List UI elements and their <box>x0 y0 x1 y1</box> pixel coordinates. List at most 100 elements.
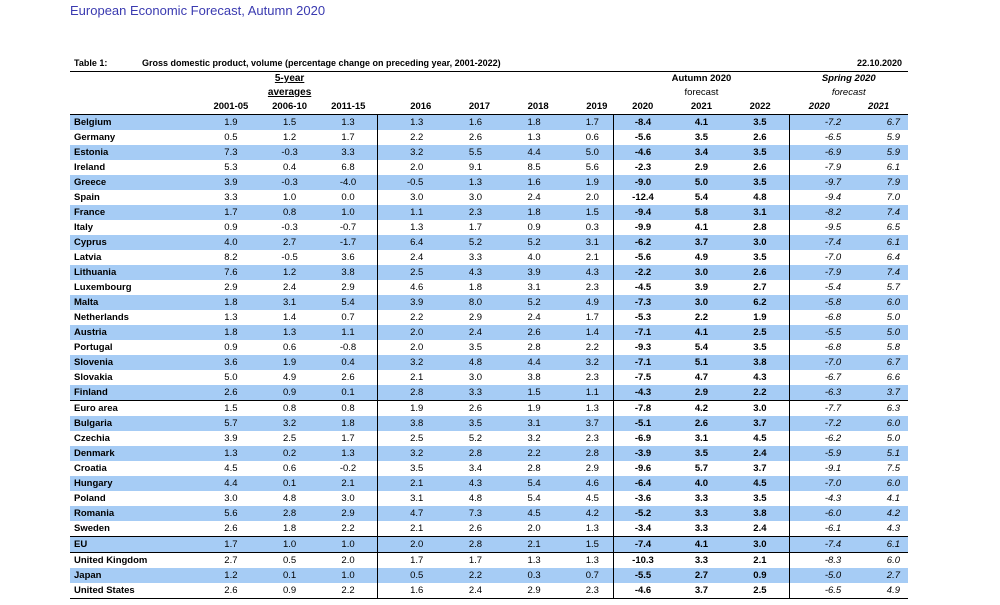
value-cell: 0.6 <box>282 342 297 353</box>
value-cell: 3.3 <box>437 385 497 401</box>
value-cell: 4.8 <box>468 493 483 504</box>
value-cell: 7.5 <box>886 463 900 474</box>
value-cell: 3.3 <box>672 552 731 568</box>
value-cell: 1.8 <box>496 114 555 130</box>
value-cell: -6.1 <box>789 521 850 537</box>
value-cell: 2.2 <box>585 342 599 353</box>
table-date: 22.10.2020 <box>856 58 902 68</box>
value-cell: 2.1 <box>377 521 438 537</box>
country-name: EU <box>70 536 202 553</box>
value-cell: 1.8 <box>201 295 261 310</box>
value-cell: 4.6 <box>377 280 438 295</box>
value-cell: -9.3 <box>612 340 673 355</box>
value-cell: 3.2 <box>377 446 438 461</box>
table-row: Germany 0.5 1.2 1.7 2.2 2.6 1.3 0.6 -5.6 3.5 2.6 -6… <box>70 130 908 145</box>
table-row: Sweden 2.6 1.8 2.2 2.1 2.6 2.0 1.3 -3.4 3.3 2.4 -6.… <box>70 521 908 537</box>
country-name: Belgium <box>70 114 202 130</box>
value-cell: 2.6 <box>753 132 767 143</box>
value-cell: 4.4 <box>496 145 555 160</box>
value-cell: 2.5 <box>730 325 790 340</box>
value-cell: -5.6 <box>612 130 673 145</box>
averages-header-line1: 5-year <box>274 73 305 84</box>
value-cell: 0.4 <box>282 162 297 173</box>
country-name: Latvia <box>74 252 102 263</box>
value-cell: 5.0 <box>224 372 238 383</box>
value-cell: 5.0 <box>849 325 908 340</box>
value-cell: 3.1 <box>377 491 438 506</box>
value-cell: 0.1 <box>260 476 319 491</box>
value-cell: 0.7 <box>341 312 355 323</box>
value-cell: -4.0 <box>318 175 378 190</box>
value-cell: 1.3 <box>260 325 319 340</box>
value-cell: 1.0 <box>318 205 378 220</box>
value-cell: 2.4 <box>377 250 438 265</box>
country-name: Croatia <box>74 463 107 474</box>
value-cell: 0.1 <box>318 385 378 401</box>
value-cell: 8.0 <box>437 295 497 310</box>
value-cell: 3.8 <box>527 372 541 383</box>
value-cell: -0.5 <box>281 252 298 263</box>
value-cell: 1.4 <box>282 312 297 323</box>
value-cell: 1.9 <box>753 312 767 323</box>
value-cell: -5.4 <box>789 280 850 295</box>
value-cell: 2.1 <box>496 536 555 553</box>
value-cell: -5.2 <box>612 506 673 521</box>
value-cell: 1.9 <box>496 400 555 416</box>
value-cell: 0.9 <box>224 222 238 233</box>
value-cell: 1.3 <box>224 312 238 323</box>
value-cell: 1.7 <box>554 114 614 130</box>
value-cell: 3.5 <box>377 461 438 476</box>
value-cell: -7.7 <box>789 400 850 416</box>
value-cell: 2.0 <box>318 552 378 568</box>
value-cell: 3.0 <box>730 235 790 250</box>
value-cell: -7.9 <box>789 265 850 280</box>
country-name: Italy <box>74 222 94 233</box>
year-header: 2020 <box>789 100 850 115</box>
value-cell: 2.3 <box>585 585 599 596</box>
value-cell: 1.5 <box>201 400 261 416</box>
value-cell: 6.0 <box>849 295 908 310</box>
value-cell: 4.8 <box>282 493 297 504</box>
country-name: Slovakia <box>74 372 113 383</box>
header-row-2: averages forecast forecast <box>70 86 908 100</box>
value-cell: 2.1 <box>377 476 438 491</box>
value-cell: 2.9 <box>672 385 731 401</box>
value-cell: 2.2 <box>437 568 497 583</box>
value-cell: 2.6 <box>496 325 555 340</box>
country-name: Spain <box>74 192 100 203</box>
table-row: Euro area 1.5 0.8 0.8 1.9 2.6 1.9 1.3 -7.8 4.2 3.0… <box>70 400 908 416</box>
value-cell: 4.1 <box>886 493 900 504</box>
value-cell: 1.7 <box>377 552 438 568</box>
value-cell: 5.8 <box>672 205 731 220</box>
value-cell: 2.8 <box>377 385 438 401</box>
country-name: Poland <box>74 493 106 504</box>
value-cell: 2.7 <box>201 552 261 568</box>
value-cell: 2.0 <box>377 536 438 553</box>
value-cell: 2.7 <box>753 282 767 293</box>
value-cell: 0.6 <box>282 463 297 474</box>
gdp-table: 5-year Autumn 2020 Spring 2020 averages … <box>70 72 908 598</box>
value-cell: 2.1 <box>730 552 790 568</box>
value-cell: 0.0 <box>341 192 355 203</box>
value-cell: 2.8 <box>753 222 767 233</box>
year-header: 2001-05 <box>201 100 261 115</box>
spring-header-line2: forecast <box>831 87 866 98</box>
value-cell: 2.4 <box>527 192 541 203</box>
value-cell: 6.7 <box>849 114 908 130</box>
row-label-header <box>70 100 202 115</box>
value-cell: 3.3 <box>468 252 483 263</box>
value-cell: 5.5 <box>437 145 497 160</box>
value-cell: 3.3 <box>224 192 238 203</box>
value-cell: 3.0 <box>468 372 483 383</box>
value-cell: 0.9 <box>224 342 238 353</box>
value-cell: -6.7 <box>789 370 850 385</box>
value-cell: 3.3 <box>694 493 709 504</box>
value-cell: 1.7 <box>585 312 599 323</box>
value-cell: 2.6 <box>730 265 790 280</box>
spring-header-line1: Spring 2020 <box>821 73 876 84</box>
value-cell: 3.8 <box>377 416 438 431</box>
value-cell: 3.0 <box>672 295 731 310</box>
value-cell: -0.3 <box>281 222 298 233</box>
value-cell: 2.3 <box>585 372 599 383</box>
value-cell: 1.5 <box>260 114 319 130</box>
